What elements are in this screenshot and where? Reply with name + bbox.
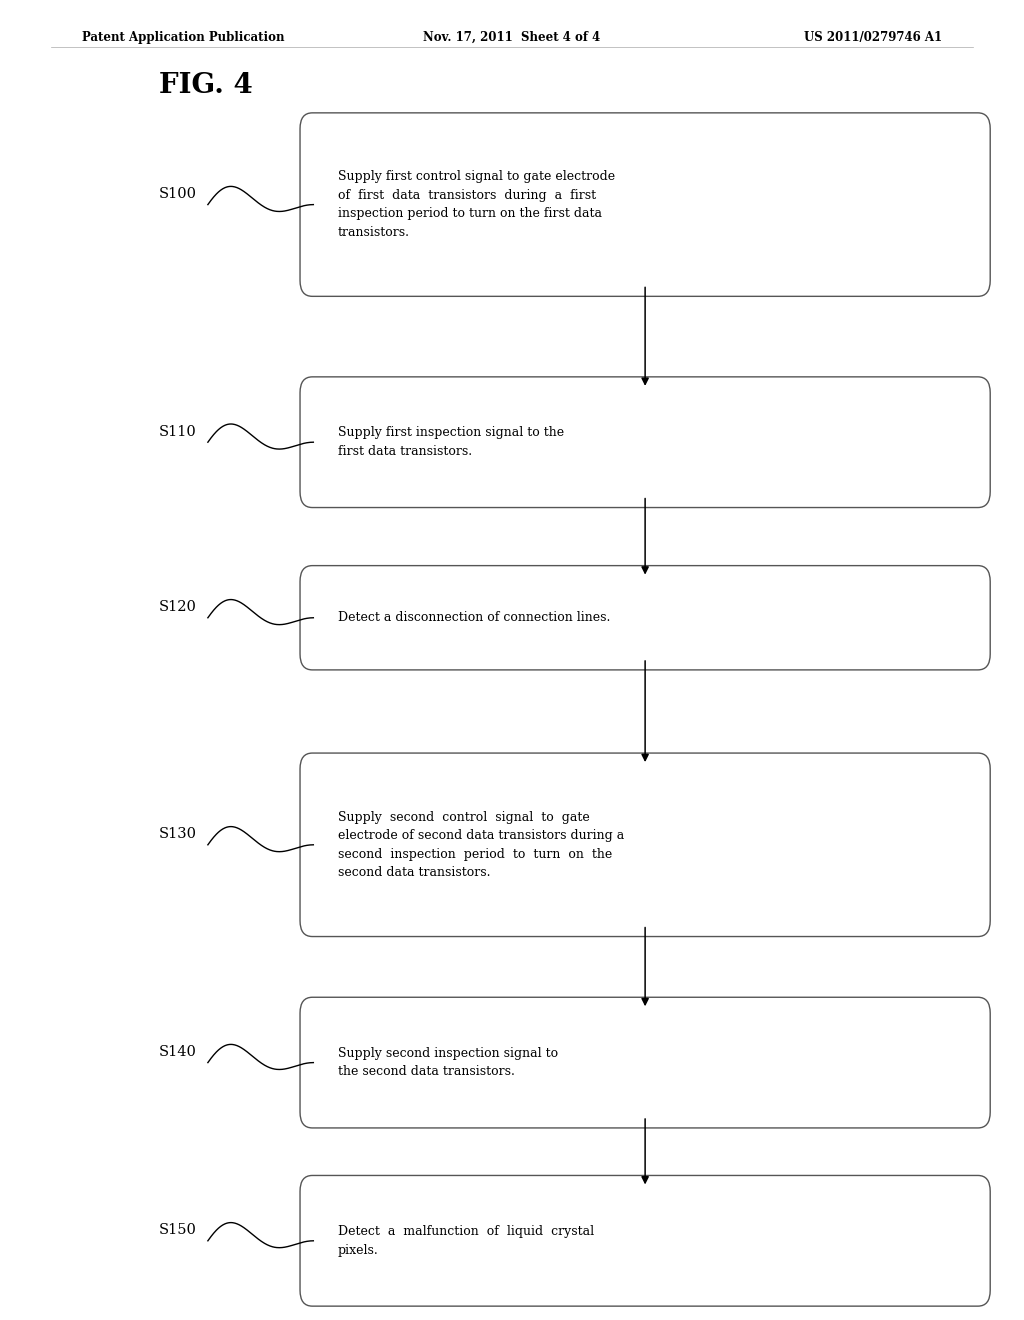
FancyBboxPatch shape <box>300 378 990 507</box>
Text: Nov. 17, 2011  Sheet 4 of 4: Nov. 17, 2011 Sheet 4 of 4 <box>423 32 601 44</box>
Text: S130: S130 <box>159 828 197 841</box>
Text: S140: S140 <box>159 1045 197 1059</box>
Text: S120: S120 <box>159 601 197 614</box>
FancyBboxPatch shape <box>300 114 990 297</box>
FancyBboxPatch shape <box>300 565 990 671</box>
Text: Supply second inspection signal to
the second data transistors.: Supply second inspection signal to the s… <box>338 1047 558 1078</box>
Text: Supply first inspection signal to the
first data transistors.: Supply first inspection signal to the fi… <box>338 426 564 458</box>
FancyBboxPatch shape <box>300 998 990 1127</box>
Text: Supply first control signal to gate electrode
of  first  data  transistors  duri: Supply first control signal to gate elec… <box>338 170 615 239</box>
Text: Patent Application Publication: Patent Application Publication <box>82 32 285 44</box>
FancyBboxPatch shape <box>300 752 990 937</box>
Text: FIG. 4: FIG. 4 <box>159 73 253 99</box>
Text: Detect  a  malfunction  of  liquid  crystal
pixels.: Detect a malfunction of liquid crystal p… <box>338 1225 594 1257</box>
Text: US 2011/0279746 A1: US 2011/0279746 A1 <box>804 32 942 44</box>
Text: Supply  second  control  signal  to  gate
electrode of second data transistors d: Supply second control signal to gate ele… <box>338 810 625 879</box>
Text: Detect a disconnection of connection lines.: Detect a disconnection of connection lin… <box>338 611 610 624</box>
Text: S110: S110 <box>159 425 197 438</box>
FancyBboxPatch shape <box>300 1175 990 1307</box>
Text: S100: S100 <box>159 187 197 201</box>
Text: S150: S150 <box>159 1224 197 1237</box>
